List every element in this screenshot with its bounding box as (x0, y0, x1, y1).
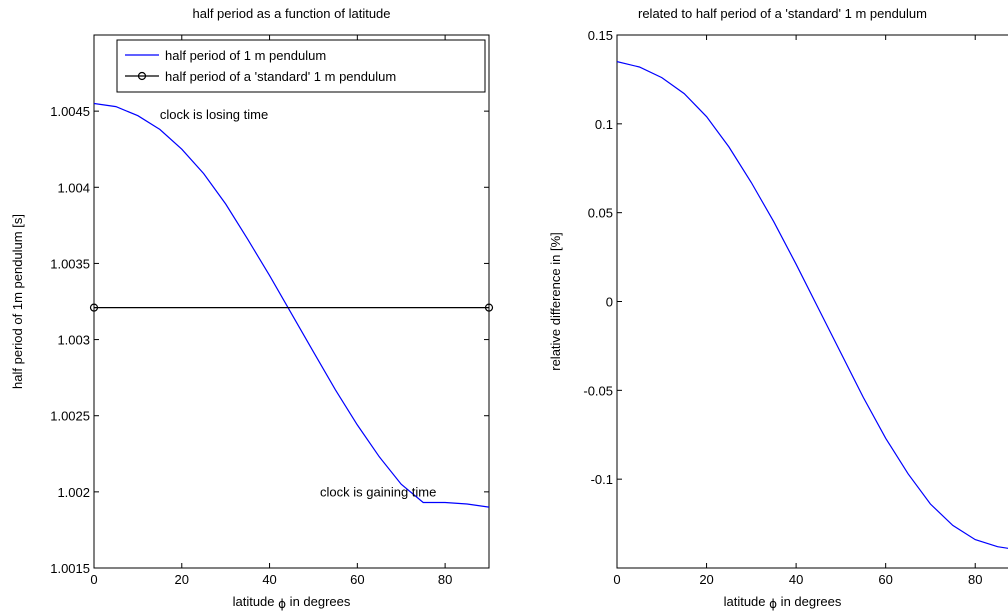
chart-title: half period as a function of latitude (192, 6, 390, 21)
series-line-0 (617, 61, 1008, 549)
legend-entry: half period of 1 m pendulum (165, 48, 326, 63)
series-marker-1 (484, 303, 494, 312)
x-tick-label: 60 (350, 572, 364, 587)
x-tick-label: 20 (175, 572, 189, 587)
x-axis-label-symbol: ϕ (278, 597, 286, 611)
annotation: clock is gaining time (320, 484, 436, 499)
right-chart: 0 20 40 60 80 -0.1 -0.05 0 0.05 0.1 0.15 related to… (548, 6, 1008, 611)
y-tick-label: -0.05 (583, 383, 613, 398)
y-tick-label: -0.1 (591, 472, 613, 487)
x-axis-label-suffix: in degrees (777, 594, 842, 609)
x-axis-label-prefix: latitude (724, 594, 770, 609)
series-line-0 (94, 102, 489, 508)
y-tick-label: 0.1 (595, 117, 613, 132)
legend-marker (137, 71, 147, 81)
x-tick-label: 80 (968, 572, 982, 587)
y-axis-label: relative difference in [%] (548, 232, 563, 371)
x-tick-label: 20 (699, 572, 713, 587)
legend-box (116, 39, 486, 93)
y-tick-label: 0 (606, 295, 613, 310)
x-axis-label-symbol: ϕ (769, 597, 777, 611)
x-tick-label: 40 (262, 572, 276, 587)
x-axis-label-prefix: latitude (233, 594, 279, 609)
y-tick-label: 1.0025 (50, 409, 90, 424)
x-axis-label: latitude ϕ in degrees (724, 594, 842, 611)
chart-title: related to half period of a 'standard' 1… (638, 6, 927, 21)
annotation: clock is losing time (160, 107, 268, 122)
x-tick-label: 40 (789, 572, 803, 587)
x-tick-label: 0 (90, 572, 97, 587)
y-tick-label: 0.15 (588, 28, 613, 43)
y-tick-label: 1.0045 (50, 104, 90, 119)
x-axis-label: latitude ϕ in degrees (233, 594, 351, 611)
x-axis-label-suffix: in degrees (286, 594, 351, 609)
x-tick-label: 80 (438, 572, 452, 587)
x-tick-label: 60 (878, 572, 892, 587)
y-tick-label: 1.003 (57, 333, 90, 348)
axes-box (616, 34, 1008, 569)
y-tick-label: 1.0015 (50, 561, 90, 576)
x-tick-label: 0 (613, 572, 620, 587)
y-axis-label: half period of 1m pendulum [s] (10, 214, 25, 389)
axes-box (93, 34, 490, 569)
legend-entry: half period of a 'standard' 1 m pendulum (165, 69, 396, 84)
y-tick-label: 1.002 (57, 485, 90, 500)
series-marker-1 (89, 303, 99, 312)
y-tick-label: 1.0035 (50, 256, 90, 271)
y-tick-label: 0.05 (588, 206, 613, 221)
y-tick-label: 1.004 (57, 180, 90, 195)
left-chart: 0 20 40 60 80 1.0015 1.002 1.0025 1.003 1.0035 1.0… (10, 6, 494, 611)
